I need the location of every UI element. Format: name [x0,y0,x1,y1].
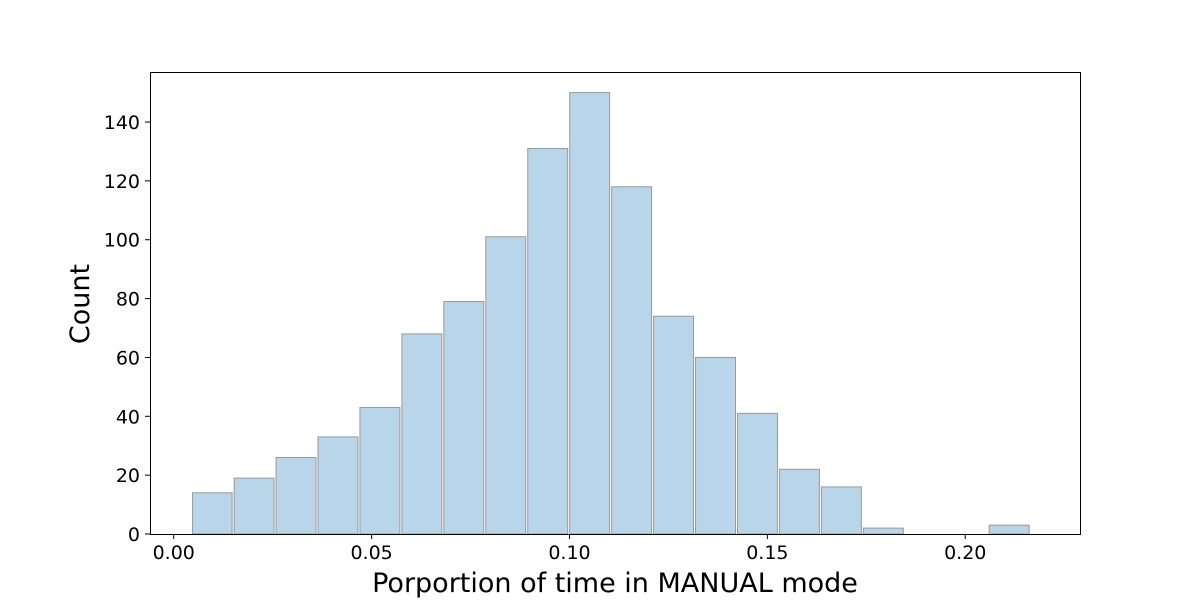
histogram-bar-13 [695,356,736,535]
histogram-bar-6 [401,333,443,535]
bars-layer [192,92,1030,535]
histogram-bar-20 [988,524,1030,535]
histogram-bar-1 [192,492,233,535]
histogram-bar-16 [820,486,862,535]
y-axis-label: Count [65,264,96,344]
histogram-bar-8 [485,236,527,535]
histogram-bar-4 [317,436,359,535]
y-tick-label: 80 [116,289,140,311]
x-tick-label: 0.20 [944,542,986,564]
y-axis-ticks: 0 20 40 60 80 100 120 140 [104,112,150,546]
histogram-bar-9 [527,148,569,535]
histogram-bar-10 [569,92,611,535]
x-tick-label: 0.10 [548,542,590,564]
histogram-bar-7 [443,301,485,535]
x-axis-label: Porportion of time in MANUAL mode [372,568,858,599]
y-tick-label: 40 [116,406,140,428]
histogram-bar-5 [359,406,401,535]
y-tick-label: 100 [104,230,140,252]
histogram-bar-12 [653,315,695,535]
plot-frame [150,72,1081,535]
x-axis-ticks: 0.00 0.05 0.10 0.15 0.20 [153,534,986,564]
y-tick-label: 60 [116,347,140,369]
x-tick-label: 0.15 [746,542,788,564]
x-tick-label: 0.05 [350,542,392,564]
histogram-bar-3 [275,456,317,535]
histogram-bar-14 [736,412,778,535]
histogram-bar-17 [862,527,904,535]
histogram-bar-2 [233,477,275,535]
y-tick-label: 120 [104,171,140,193]
x-tick-label: 0.00 [153,542,195,564]
y-tick-label: 20 [116,465,140,487]
y-tick-label: 0 [128,524,140,546]
y-tick-label: 140 [104,112,140,134]
histogram-bar-15 [778,468,820,535]
histogram-bar-11 [611,186,653,535]
